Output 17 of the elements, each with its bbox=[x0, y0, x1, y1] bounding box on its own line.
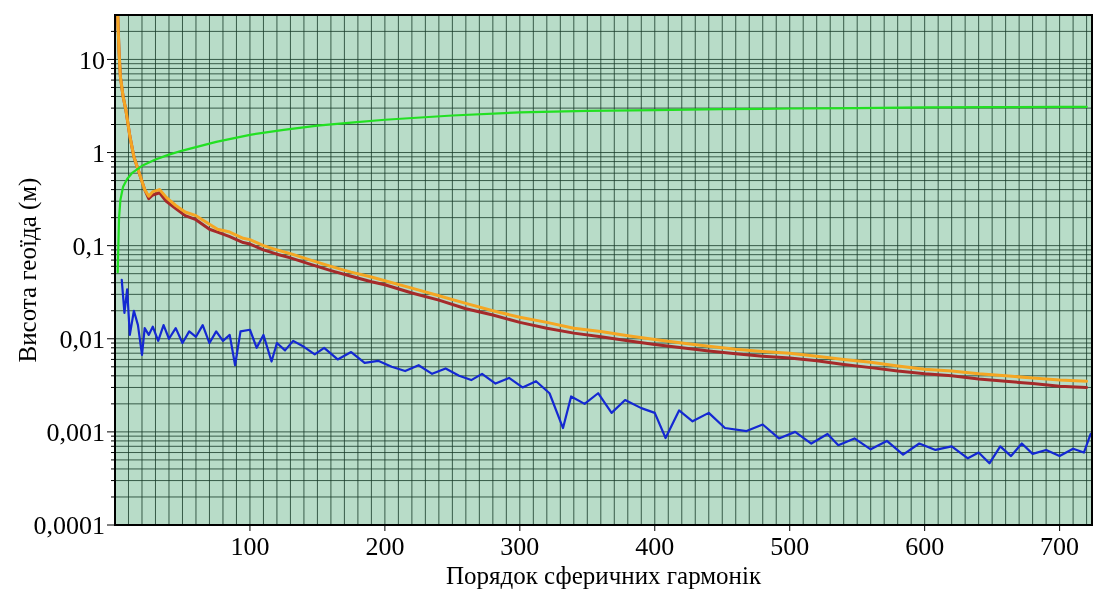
line-series bbox=[120, 278, 1092, 465]
y-tick-label: 0,0001 bbox=[33, 511, 105, 541]
line-series bbox=[116, 105, 1088, 274]
x-tick-label: 600 bbox=[905, 532, 945, 561]
x-tick-label: 200 bbox=[365, 532, 405, 561]
x-tick-label: 400 bbox=[635, 532, 675, 561]
y-tick-label: 1 bbox=[92, 138, 105, 168]
y-tick-label: 0,1 bbox=[72, 231, 105, 261]
y-tick-label: 0,01 bbox=[59, 324, 105, 354]
x-tick-label: 500 bbox=[770, 532, 810, 561]
y-axis-title: Висота геоїда (м) bbox=[14, 177, 42, 363]
x-tick-label: 100 bbox=[230, 532, 270, 561]
x-tick-label: 300 bbox=[500, 532, 540, 561]
y-tick-label: 10 bbox=[79, 45, 105, 75]
x-axis-title: Порядок сферичних гармонік bbox=[445, 562, 762, 589]
x-tick-label: 700 bbox=[1040, 532, 1080, 561]
y-tick-label: 0,001 bbox=[46, 417, 105, 447]
